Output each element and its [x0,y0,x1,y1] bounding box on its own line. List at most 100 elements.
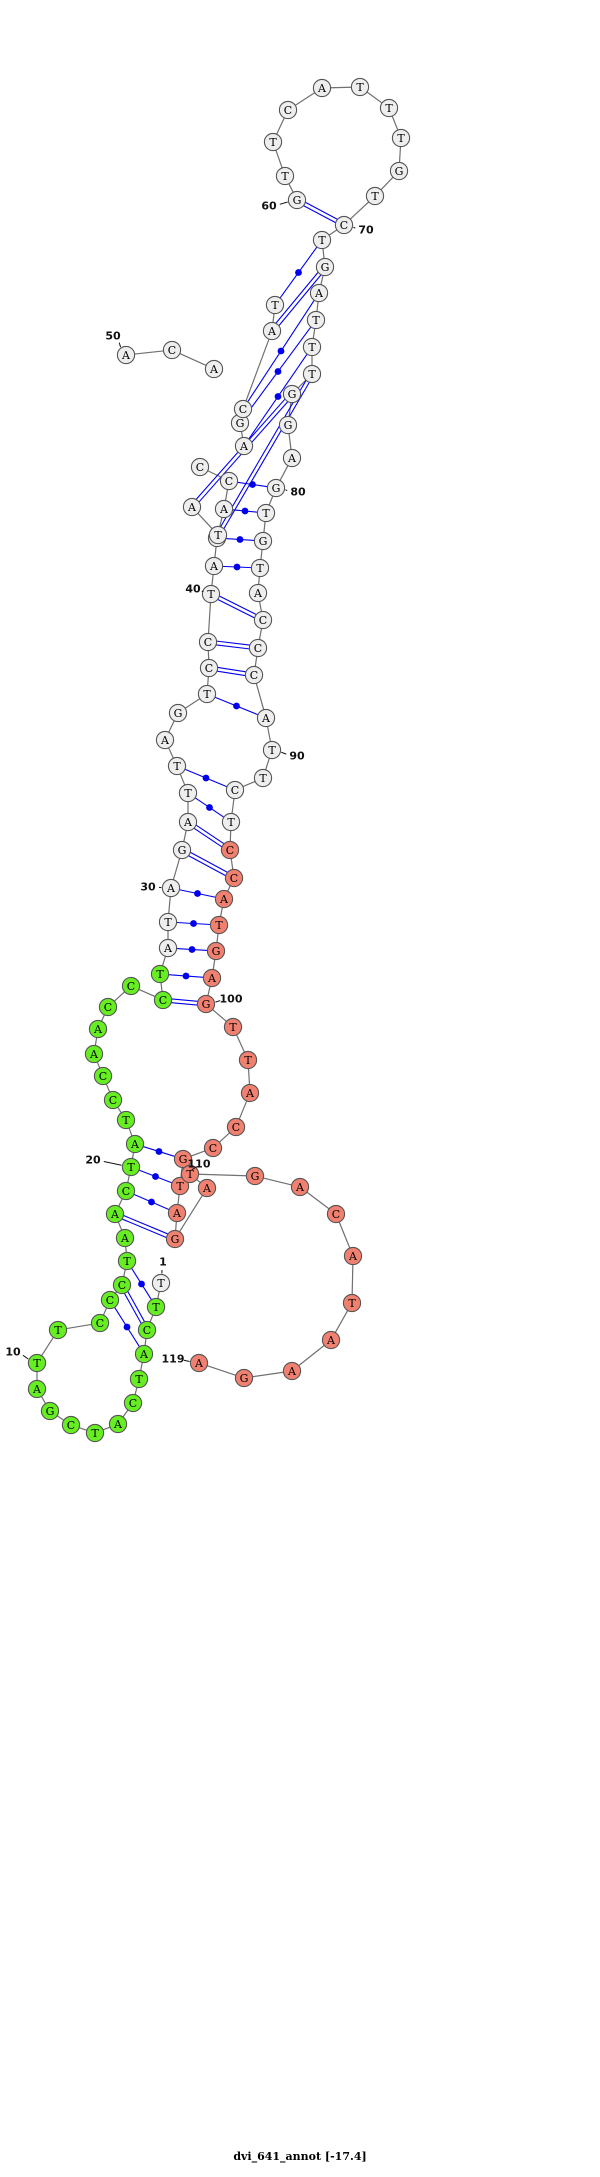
nucleotide[interactable]: G [389,161,409,181]
nucleotide[interactable]: T [302,337,322,357]
nucleotide[interactable]: A [134,1344,154,1364]
nucleotide[interactable]: T [342,1293,362,1313]
nucleotide[interactable]: C [199,658,219,678]
nucleotide[interactable]: C [112,1275,132,1295]
nucleotide[interactable]: C [98,997,118,1017]
nucleotide[interactable]: T [180,1164,200,1184]
nucleotide[interactable]: A [197,1178,217,1198]
nucleotide[interactable]: G [266,478,286,498]
nucleotide[interactable]: T [365,186,385,206]
nucleotide[interactable]: A [214,499,234,519]
nucleotide[interactable]: C [137,1320,157,1340]
nucleotide[interactable]: T [129,1369,149,1389]
nucleotide[interactable]: A [204,556,224,576]
nucleotide[interactable]: A [256,708,276,728]
nucleotide[interactable]: G [206,941,226,961]
nucleotide[interactable]: T [178,783,198,803]
nucleotide[interactable]: G [282,384,302,404]
nucleotide[interactable]: A [27,1379,47,1399]
nucleotide[interactable]: A [312,78,332,98]
nucleotide[interactable]: A [202,968,222,988]
nucleotide[interactable]: A [204,359,224,379]
nucleotide[interactable]: T [85,1423,105,1443]
nucleotide[interactable]: A [178,812,198,832]
nucleotide[interactable]: G [234,1368,254,1388]
nucleotide[interactable]: A [282,448,302,468]
nucleotide[interactable]: A [248,583,268,603]
nucleotide[interactable]: G [172,840,192,860]
nucleotide[interactable]: T [391,128,411,148]
nucleotide[interactable]: T [170,1176,190,1196]
nucleotide[interactable]: T [350,77,370,97]
nucleotide[interactable]: C [190,457,210,477]
nucleotide[interactable]: A [161,878,181,898]
nucleotide[interactable]: C [93,1066,113,1086]
nucleotide[interactable]: C [61,1415,81,1435]
nucleotide[interactable]: A [167,1203,187,1223]
nucleotide[interactable]: A [321,1330,341,1350]
nucleotide[interactable]: C [103,1090,123,1110]
nucleotide[interactable]: T [151,1273,171,1293]
nucleotide[interactable]: G [315,257,335,277]
nucleotide[interactable]: C [90,1313,110,1333]
nucleotide[interactable]: T [201,584,221,604]
nucleotide[interactable]: T [27,1353,47,1373]
nucleotide[interactable]: A [234,436,254,456]
nucleotide[interactable]: T [262,740,282,760]
nucleotide[interactable]: T [209,915,229,935]
nucleotide[interactable]: C [153,990,173,1010]
nucleotide[interactable]: G [168,703,188,723]
nucleotide[interactable]: A [240,1083,260,1103]
nucleotide[interactable]: A [282,1361,302,1381]
nucleotide[interactable]: C [334,215,354,235]
nucleotide[interactable]: T [265,295,285,315]
nucleotide[interactable]: G [278,415,298,435]
nucleotide[interactable]: C [123,1393,143,1413]
nucleotide[interactable]: C [278,100,298,120]
nucleotide[interactable]: T [223,1017,243,1037]
nucleotide[interactable]: A [84,1044,104,1064]
nucleotide[interactable]: C [244,665,264,685]
nucleotide[interactable]: T [221,812,241,832]
nucleotide[interactable]: A [115,1228,135,1248]
nucleotide[interactable]: T [312,230,332,250]
nucleotide[interactable]: T [253,768,273,788]
nucleotide[interactable]: C [162,340,182,360]
nucleotide[interactable]: C [121,976,141,996]
nucleotide[interactable]: G [196,994,216,1014]
nucleotide[interactable]: C [203,1138,223,1158]
nucleotide[interactable]: C [198,632,218,652]
nucleotide[interactable]: T [116,1110,136,1130]
nucleotide[interactable]: A [214,889,234,909]
nucleotide[interactable]: G [245,1166,265,1186]
nucleotide[interactable]: C [225,780,245,800]
nucleotide[interactable]: A [290,1177,310,1197]
nucleotide[interactable]: T [302,364,322,384]
nucleotide[interactable]: G [165,1229,185,1249]
nucleotide[interactable]: C [100,1290,120,1310]
nucleotide[interactable]: A [309,283,329,303]
nucleotide[interactable]: A [125,1134,145,1154]
nucleotide[interactable]: A [189,1353,209,1373]
nucleotide[interactable]: T [48,1320,68,1340]
nucleotide[interactable]: C [326,1204,346,1224]
nucleotide[interactable]: T [238,1050,258,1070]
nucleotide[interactable]: G [287,190,307,210]
nucleotide[interactable]: C [226,1117,246,1137]
nucleotide[interactable]: A [88,1019,108,1039]
nucleotide[interactable]: A [262,321,282,341]
nucleotide[interactable]: T [117,1251,137,1271]
nucleotide[interactable]: T [263,132,283,152]
nucleotide[interactable]: G [253,531,273,551]
nucleotide[interactable]: A [108,1414,128,1434]
nucleotide[interactable]: T [167,756,187,776]
nucleotide[interactable]: G [40,1401,60,1421]
nucleotide[interactable]: C [219,471,239,491]
nucleotide[interactable]: G [173,1149,193,1169]
nucleotide[interactable]: T [275,166,295,186]
nucleotide[interactable]: C [253,610,273,630]
nucleotide[interactable]: A [116,345,136,365]
nucleotide[interactable]: C [233,399,253,419]
nucleotide[interactable]: T [146,1297,166,1317]
nucleotide[interactable]: T [158,912,178,932]
